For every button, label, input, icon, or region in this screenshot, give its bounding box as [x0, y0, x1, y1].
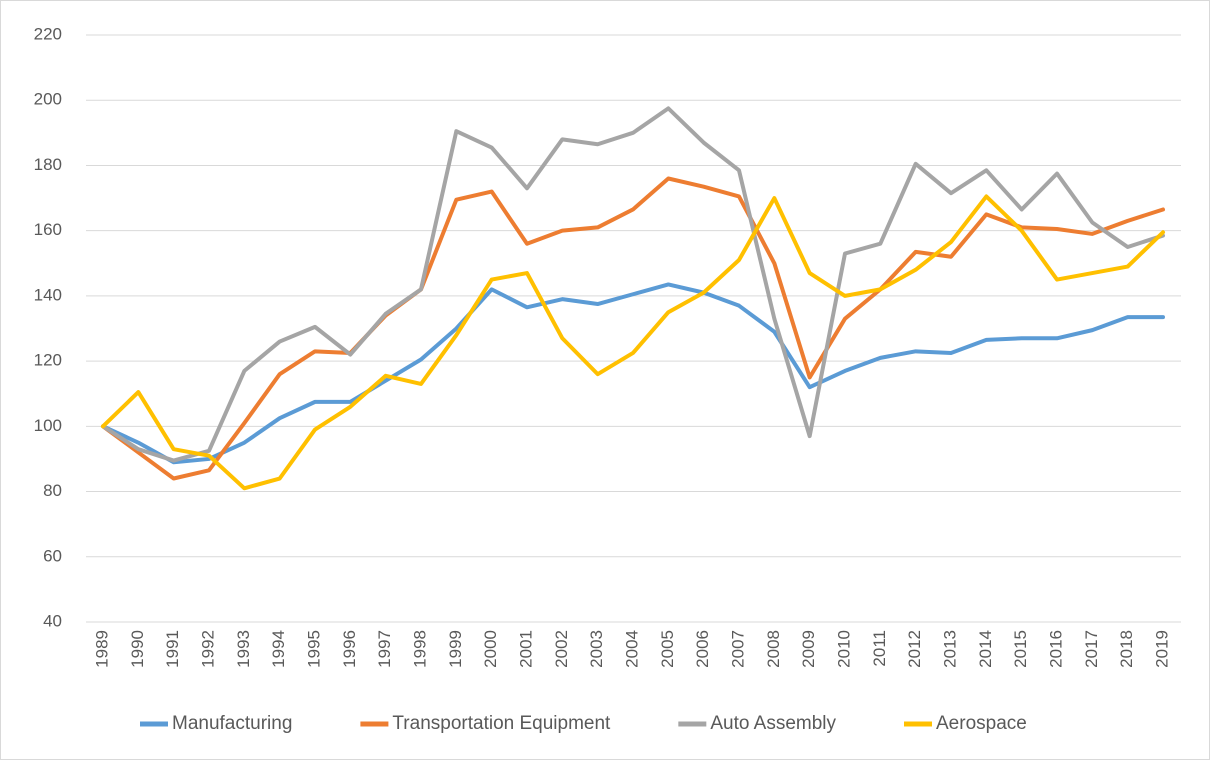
- x-tick-label: 2000: [481, 630, 500, 668]
- x-tick-label: 1990: [128, 630, 147, 668]
- x-tick-label: 1992: [198, 630, 217, 668]
- series-line: [101, 106, 1165, 463]
- y-tick-label: 160: [34, 220, 62, 239]
- x-tick-label: 2014: [976, 630, 995, 668]
- x-tick-label: 2003: [587, 630, 606, 668]
- y-tick-label: 80: [43, 481, 62, 500]
- x-tick-label: 2007: [728, 630, 747, 668]
- x-tick-label: 1989: [92, 630, 111, 668]
- x-tick-label: 2011: [870, 630, 889, 667]
- x-tick-label: 2015: [1011, 630, 1030, 668]
- x-tick-label: 2018: [1117, 630, 1136, 668]
- x-tick-label: 1998: [410, 630, 429, 668]
- x-tick-label: 2005: [658, 630, 677, 668]
- legend-label: Manufacturing: [172, 713, 292, 734]
- x-tick-label: 2010: [834, 630, 853, 668]
- x-tick-label: 1991: [163, 630, 182, 668]
- x-tick-label: 2008: [764, 630, 783, 668]
- x-tick-label: 2006: [693, 630, 712, 668]
- x-tick-label: 2013: [940, 630, 959, 668]
- series-line: [101, 282, 1165, 465]
- y-tick-label: 100: [34, 416, 62, 435]
- y-tick-label: 220: [34, 24, 62, 43]
- x-tick-label: 2001: [516, 630, 535, 668]
- y-tick-label: 180: [34, 155, 62, 174]
- x-tick-label: 1993: [234, 630, 253, 668]
- x-tick-label: 2019: [1152, 630, 1171, 668]
- x-tick-label: 2009: [799, 630, 818, 668]
- y-tick-label: 40: [43, 611, 62, 630]
- x-tick-label: 1997: [375, 630, 394, 668]
- x-tick-label: 2017: [1082, 630, 1101, 668]
- y-tick-label: 60: [43, 546, 62, 565]
- x-tick-label: 2012: [905, 630, 924, 668]
- x-tick-label: 1999: [446, 630, 465, 668]
- x-tick-label: 2002: [552, 630, 571, 668]
- legend-label: Aerospace: [936, 713, 1027, 734]
- y-tick-label: 140: [34, 285, 62, 304]
- series-line: [101, 176, 1165, 481]
- x-tick-label: 1994: [269, 630, 288, 668]
- legend-label: Transportation Equipment: [392, 713, 611, 734]
- legend-label: Auto Assembly: [710, 713, 836, 734]
- x-tick-label: 1996: [340, 630, 359, 668]
- x-tick-label: 2004: [622, 630, 641, 668]
- x-tick-label: 1995: [304, 630, 323, 668]
- x-tick-label: 2016: [1046, 630, 1065, 668]
- series-line: [101, 194, 1165, 491]
- y-tick-label: 200: [34, 90, 62, 109]
- y-tick-label: 120: [34, 351, 62, 370]
